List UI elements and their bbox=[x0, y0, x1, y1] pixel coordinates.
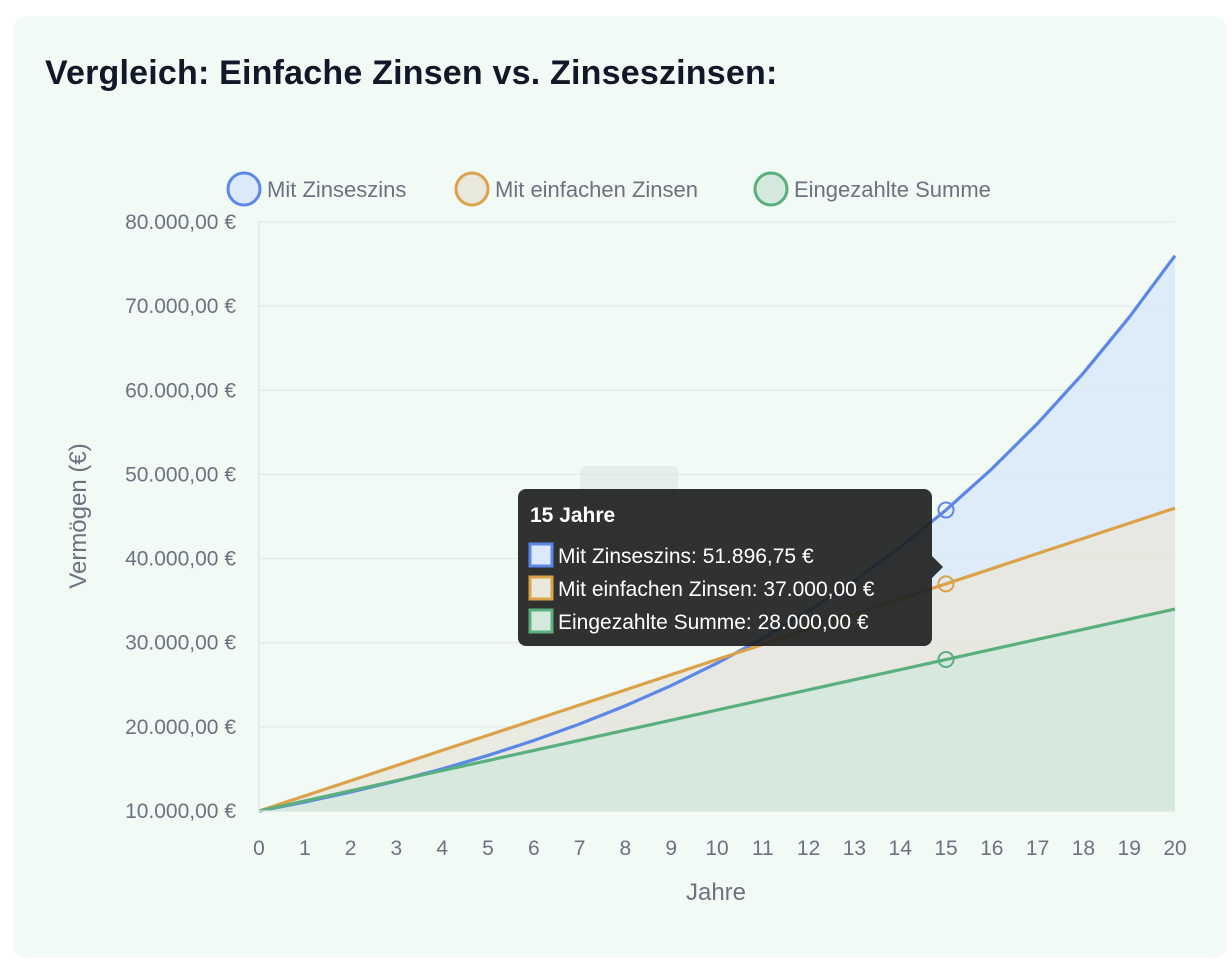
x-tick-label: 14 bbox=[889, 837, 913, 860]
legend-marker bbox=[753, 171, 789, 207]
x-tick-label: 3 bbox=[391, 837, 403, 860]
x-tick-label: 0 bbox=[253, 837, 265, 860]
x-tick-label: 5 bbox=[482, 837, 494, 860]
tooltip-swatch bbox=[528, 542, 554, 568]
y-axis-title: Vermögen (€) bbox=[65, 443, 92, 588]
axes: 10.000,00 € 20.000,00 € 30.000,00 € 40.000,… bbox=[65, 211, 1187, 906]
line-eingezahlte-summe bbox=[258, 607, 1176, 813]
y-tick-label: 40.000,00 € bbox=[125, 548, 236, 571]
x-tick-label: 7 bbox=[574, 837, 586, 860]
x-tick-label: 17 bbox=[1026, 837, 1049, 860]
x-tick-label: 13 bbox=[843, 837, 866, 860]
x-tick-label: 20 bbox=[1163, 837, 1186, 860]
x-tick-label: 1 bbox=[299, 837, 311, 860]
legend-marker bbox=[226, 171, 262, 207]
x-tick-label: 8 bbox=[620, 837, 632, 860]
y-tick-label: 20.000,00 € bbox=[125, 716, 236, 739]
x-tick-label: 10 bbox=[705, 837, 728, 860]
tooltip-row: Eingezahlte Summe: 28.000,00 € bbox=[558, 611, 869, 634]
y-tick-label: 70.000,00 € bbox=[125, 295, 236, 318]
x-tick-label: 6 bbox=[528, 837, 540, 860]
tooltip-row: Mit Zinseszins: 51.896,75 € bbox=[558, 545, 814, 568]
tooltip-row: Mit einfachen Zinsen: 37.000,00 € bbox=[558, 578, 875, 601]
legend-label: Eingezahlte Summe bbox=[794, 177, 991, 202]
hover-point-mit-zinseszins bbox=[937, 501, 955, 519]
legend-label: Mit Zinseszins bbox=[267, 177, 406, 202]
x-tick-label: 2 bbox=[345, 837, 357, 860]
tooltip-swatch bbox=[528, 575, 554, 601]
hover-points bbox=[937, 501, 955, 669]
x-tick-label: 15 bbox=[934, 837, 957, 860]
x-tick-label: 16 bbox=[980, 837, 1003, 860]
y-tick-label: 30.000,00 € bbox=[125, 632, 236, 655]
chart-card-title: Vergleich: Einfache Zinsen vs. Zinseszin… bbox=[45, 54, 778, 92]
x-tick-label: 12 bbox=[797, 837, 820, 860]
x-tick-label: 11 bbox=[752, 837, 774, 860]
tooltip-swatch bbox=[528, 608, 554, 634]
y-tick-label: 80.000,00 € bbox=[125, 211, 236, 234]
legend: Mit Zinseszins Mit einfachen Zinsen Eingez… bbox=[226, 171, 991, 207]
x-tick-label: 9 bbox=[665, 837, 677, 860]
x-tick-label: 19 bbox=[1118, 837, 1141, 860]
line-mit-einfachen-zinsen bbox=[258, 506, 1176, 813]
tooltip-caret bbox=[932, 556, 943, 578]
hover-point-mit-einfachen-zinsen bbox=[937, 575, 955, 593]
x-tick-label: 4 bbox=[436, 837, 448, 860]
tooltip-box bbox=[518, 489, 932, 646]
x-axis-title: Jahre bbox=[686, 879, 746, 906]
legend-marker bbox=[454, 171, 490, 207]
tooltip-title: 15 Jahre bbox=[530, 504, 615, 527]
hover-point-eingezahlte-summe bbox=[937, 651, 955, 669]
x-tick-label: 18 bbox=[1072, 837, 1095, 860]
y-tick-label: 10.000,00 € bbox=[125, 800, 236, 823]
legend-label: Mit einfachen Zinsen bbox=[495, 177, 698, 202]
y-tick-label: 60.000,00 € bbox=[125, 379, 236, 402]
series-lines bbox=[258, 254, 1177, 813]
tooltip: 15 Jahre Mit Zinseszins: 51.896,75 € Mit e… bbox=[518, 489, 943, 646]
y-tick-label: 50.000,00 € bbox=[125, 463, 236, 486]
